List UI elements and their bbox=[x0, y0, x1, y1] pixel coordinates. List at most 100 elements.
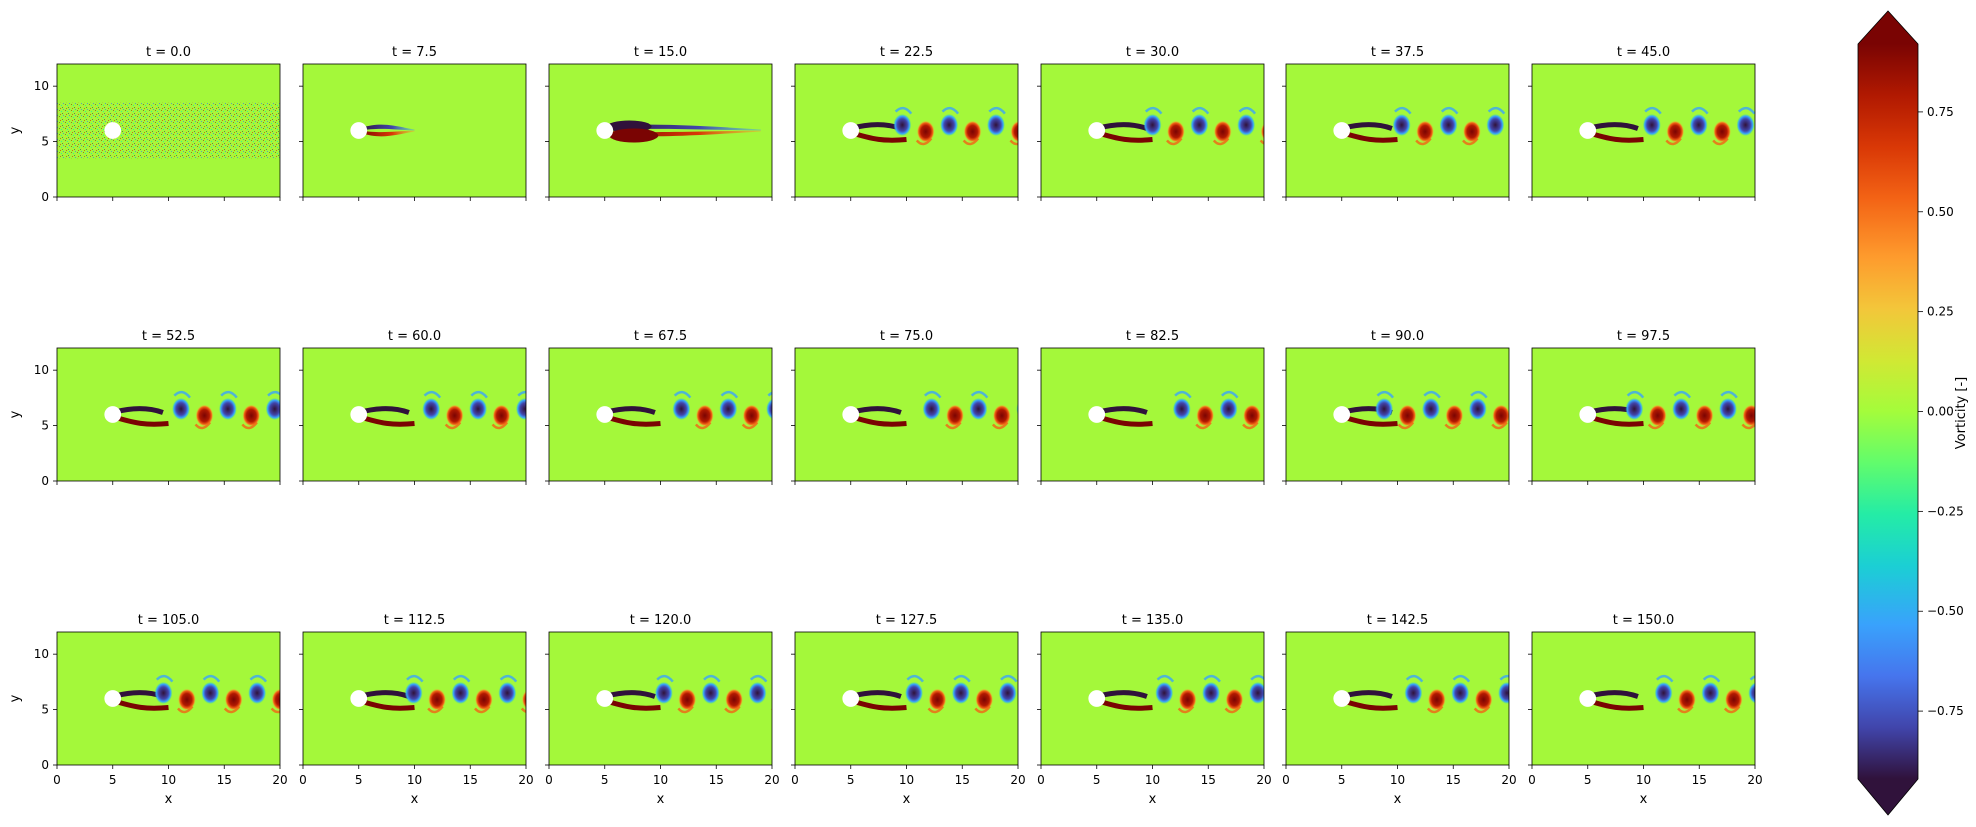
subplot-title: t = 67.5 bbox=[634, 329, 687, 344]
vortex-filament bbox=[1473, 705, 1491, 714]
subplot-title: t = 150.0 bbox=[1613, 613, 1674, 628]
vortex-positive bbox=[242, 404, 261, 427]
vortex-filament bbox=[1212, 137, 1230, 146]
vortex-positive bbox=[695, 404, 714, 427]
vortex-negative bbox=[905, 681, 923, 704]
colorbar-tick-label: −0.75 bbox=[1927, 704, 1964, 718]
x-tick-label: 10 bbox=[899, 773, 914, 787]
subplot-title: t = 142.5 bbox=[1367, 613, 1428, 628]
vortex-negative bbox=[1642, 113, 1661, 136]
vortex-positive bbox=[1492, 404, 1509, 427]
vortex-filament bbox=[1737, 106, 1755, 115]
colorbar-tick-label: 0.75 bbox=[1927, 105, 1954, 119]
colorbar-tick-label: 0.00 bbox=[1927, 405, 1954, 419]
subplot: t = 52.5 0 5 10 y bbox=[8, 329, 281, 488]
cylinder bbox=[1088, 690, 1106, 707]
vortex-positive bbox=[1742, 404, 1755, 427]
vortex-filament bbox=[267, 390, 280, 397]
vortex-filament bbox=[741, 421, 759, 430]
vortex-positive bbox=[521, 690, 526, 709]
subplot: t = 150.0 0 5 10 15 20 x bbox=[1528, 613, 1763, 807]
x-tick-label: 15 bbox=[1692, 773, 1707, 787]
vortex-filament bbox=[1224, 705, 1242, 714]
x-tick-label: 5 bbox=[109, 773, 117, 787]
cylinder bbox=[842, 406, 860, 423]
subplot: t = 75.0 bbox=[791, 329, 1019, 485]
vortex-negative bbox=[987, 113, 1005, 136]
x-tick-label: 20 bbox=[272, 773, 287, 787]
vorticity-field bbox=[1286, 632, 1509, 765]
subplot: t = 0.0 0 5 10 y bbox=[8, 45, 281, 204]
vortex-filament bbox=[724, 705, 741, 714]
x-tick-label: 20 bbox=[764, 773, 779, 787]
vortex-positive bbox=[772, 689, 790, 711]
vortex-filament bbox=[991, 421, 1009, 430]
vortex-positive bbox=[1196, 404, 1215, 427]
y-tick-label: 5 bbox=[41, 135, 49, 149]
x-axis-label: x bbox=[165, 792, 173, 807]
vortex-filament bbox=[953, 674, 971, 683]
vortex-negative bbox=[1248, 681, 1264, 704]
vortex-negative bbox=[1202, 681, 1220, 704]
y-tick-label: 10 bbox=[34, 647, 49, 661]
vortex-filament bbox=[749, 674, 768, 683]
y-tick-label: 5 bbox=[41, 419, 49, 433]
x-axis-label: x bbox=[411, 792, 419, 807]
vortex-filament bbox=[927, 705, 945, 714]
y-axis-label: y bbox=[8, 694, 23, 702]
vortex-filament bbox=[1673, 390, 1692, 399]
vortex-negative bbox=[1498, 681, 1509, 704]
vortex-filament bbox=[1376, 390, 1395, 399]
vortex-filament bbox=[1397, 421, 1415, 430]
vortex-negative bbox=[498, 681, 517, 704]
vortex-filament bbox=[270, 707, 280, 714]
vortex-filament bbox=[673, 390, 692, 399]
vortex-filament bbox=[1508, 141, 1509, 142]
vortex-filament bbox=[1626, 390, 1645, 399]
vortex-filament bbox=[1741, 422, 1755, 430]
vortex-negative bbox=[1155, 681, 1174, 704]
vortex-filament bbox=[470, 390, 488, 399]
vortex-filament bbox=[177, 705, 194, 714]
x-axis-label: x bbox=[657, 792, 665, 807]
x-tick-label: 20 bbox=[1256, 773, 1271, 787]
vortex-positive bbox=[1260, 123, 1264, 141]
subplot: t = 112.5 0 5 10 15 20 x bbox=[299, 613, 534, 807]
subplot-title: t = 37.5 bbox=[1371, 45, 1424, 60]
vortex-positive bbox=[1695, 404, 1714, 427]
vorticity-field bbox=[549, 64, 772, 197]
colorbar-tick-label: 0.25 bbox=[1927, 305, 1954, 319]
vortex-negative bbox=[218, 397, 237, 420]
x-tick-label: 15 bbox=[1446, 773, 1461, 787]
vortex-negative bbox=[265, 397, 280, 420]
subplot: t = 142.5 0 5 10 15 20 x bbox=[1282, 613, 1517, 807]
vortex-negative bbox=[1143, 113, 1162, 136]
vortex-negative bbox=[1486, 113, 1505, 136]
vortex-positive bbox=[1225, 688, 1244, 711]
vortex-negative bbox=[515, 397, 526, 420]
x-tick-label: 5 bbox=[355, 773, 363, 787]
vortex-positive bbox=[1010, 120, 1018, 143]
subplot: t = 90.0 bbox=[1282, 329, 1510, 485]
vortex-positive bbox=[428, 688, 446, 711]
vortex-negative bbox=[719, 397, 738, 420]
vortex-negative bbox=[1701, 681, 1720, 704]
vorticity-field bbox=[1532, 632, 1755, 765]
y-tick-label: 0 bbox=[41, 758, 49, 772]
x-tick-label: 15 bbox=[217, 773, 232, 787]
vortex-positive bbox=[1398, 404, 1417, 427]
vortex-negative bbox=[969, 397, 988, 420]
vortex-negative bbox=[1190, 113, 1209, 136]
vorticity-field bbox=[549, 348, 772, 481]
colorbar-extend-top bbox=[1858, 11, 1918, 44]
vortex-filament bbox=[474, 705, 491, 714]
vortex-positive bbox=[1213, 120, 1232, 143]
colorbar-gradient bbox=[1858, 44, 1918, 779]
x-tick-label: 15 bbox=[709, 773, 724, 787]
wake bbox=[358, 124, 415, 137]
x-axis-label: x bbox=[903, 792, 911, 807]
y-tick-label: 10 bbox=[34, 363, 49, 377]
vortex-filament bbox=[962, 137, 980, 146]
vortex-filament bbox=[1242, 421, 1259, 430]
